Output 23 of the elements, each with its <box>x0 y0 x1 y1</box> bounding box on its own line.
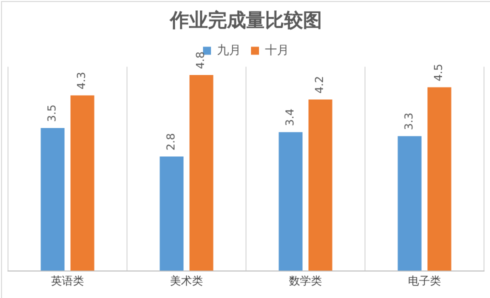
bar <box>160 156 184 271</box>
legend-label: 十月 <box>265 42 289 57</box>
x-tick-label: 数学类 <box>289 274 322 288</box>
data-label: 3.4 <box>283 108 296 126</box>
bar <box>40 128 65 271</box>
x-tick-label: 英语类 <box>51 274 84 288</box>
data-label: 3.5 <box>45 104 58 122</box>
bar <box>308 99 332 271</box>
x-tick-label: 美术类 <box>170 274 203 288</box>
data-label: 4.5 <box>432 64 446 82</box>
data-label: 2.8 <box>164 133 178 151</box>
data-label: 3.3 <box>402 112 416 130</box>
chart-title: 作业完成量比较图 <box>169 9 322 32</box>
data-label: 4.3 <box>75 72 88 90</box>
data-label: 4.2 <box>313 76 326 94</box>
bar <box>427 87 452 271</box>
bar <box>278 132 303 271</box>
bar <box>70 95 94 271</box>
legend-label: 九月 <box>217 42 241 57</box>
bar <box>398 136 422 271</box>
data-label: 4.8 <box>194 51 208 69</box>
bar <box>189 74 214 271</box>
x-tick-label: 电子类 <box>408 274 441 288</box>
